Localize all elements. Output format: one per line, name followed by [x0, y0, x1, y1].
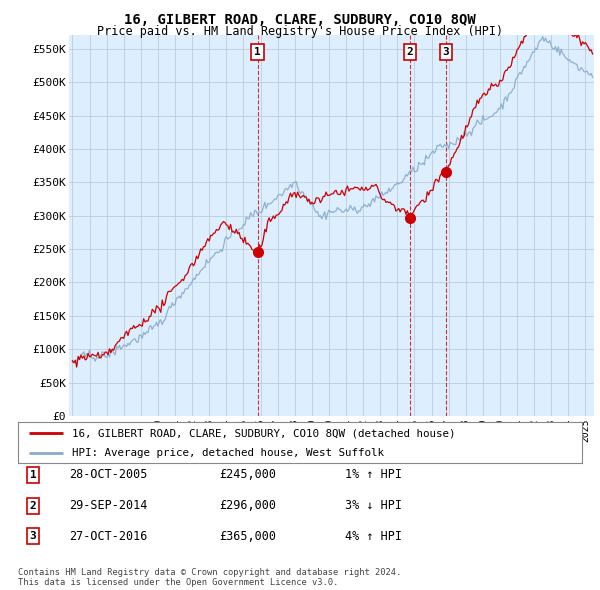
Text: 4% ↑ HPI: 4% ↑ HPI [345, 530, 402, 543]
Text: Contains HM Land Registry data © Crown copyright and database right 2024.
This d: Contains HM Land Registry data © Crown c… [18, 568, 401, 587]
Text: £245,000: £245,000 [219, 468, 276, 481]
Text: 2: 2 [29, 501, 37, 510]
Text: 29-SEP-2014: 29-SEP-2014 [69, 499, 148, 512]
Text: 3: 3 [442, 47, 449, 57]
Text: 1% ↑ HPI: 1% ↑ HPI [345, 468, 402, 481]
Text: £365,000: £365,000 [219, 530, 276, 543]
Text: 27-OCT-2016: 27-OCT-2016 [69, 530, 148, 543]
Text: 28-OCT-2005: 28-OCT-2005 [69, 468, 148, 481]
Text: 1: 1 [254, 47, 261, 57]
Text: 16, GILBERT ROAD, CLARE, SUDBURY, CO10 8QW: 16, GILBERT ROAD, CLARE, SUDBURY, CO10 8… [124, 13, 476, 27]
Text: Price paid vs. HM Land Registry's House Price Index (HPI): Price paid vs. HM Land Registry's House … [97, 25, 503, 38]
Text: 3% ↓ HPI: 3% ↓ HPI [345, 499, 402, 512]
Text: 2: 2 [407, 47, 413, 57]
Text: 16, GILBERT ROAD, CLARE, SUDBURY, CO10 8QW (detached house): 16, GILBERT ROAD, CLARE, SUDBURY, CO10 8… [71, 428, 455, 438]
Text: 3: 3 [29, 532, 37, 541]
Text: HPI: Average price, detached house, West Suffolk: HPI: Average price, detached house, West… [71, 448, 383, 458]
Text: 1: 1 [29, 470, 37, 480]
Text: £296,000: £296,000 [219, 499, 276, 512]
